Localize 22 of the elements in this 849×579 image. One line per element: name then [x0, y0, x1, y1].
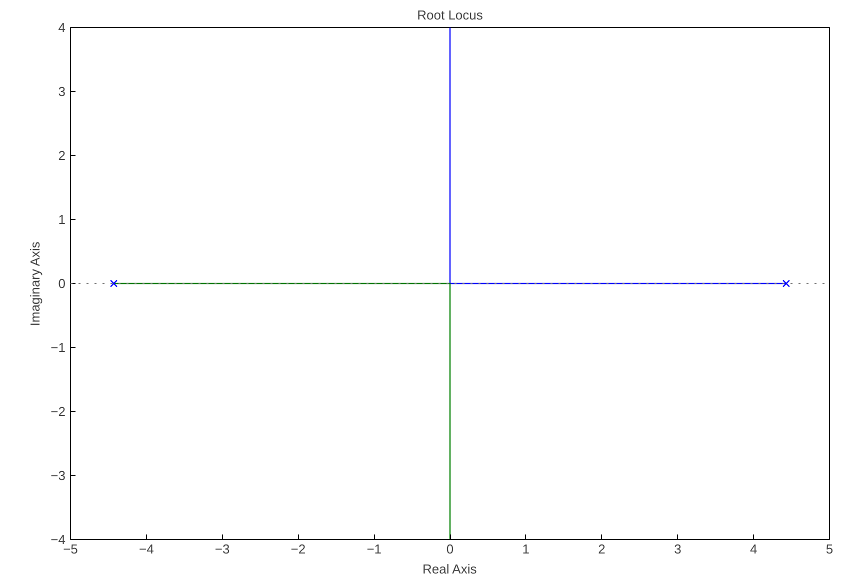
x-tick-label: −2 [290, 542, 306, 556]
x-tick-label: −1 [366, 542, 382, 556]
x-axis-title: Real Axis [422, 562, 478, 576]
x-tick-label: 4 [750, 542, 758, 556]
y-tick-label: 4 [58, 20, 66, 35]
y-tick-label: −1 [50, 340, 66, 355]
x-tick-label: 5 [826, 542, 834, 556]
y-tick-label: 2 [58, 148, 66, 163]
y-axis-title: Imaginary Axis [28, 241, 43, 326]
chart-title: Root Locus [417, 8, 484, 22]
y-tick-label: −2 [50, 404, 66, 419]
x-tick-label: 0 [446, 542, 454, 556]
y-tick-label: −3 [50, 468, 66, 483]
x-tick-label: −4 [138, 542, 154, 556]
x-tick-label: 3 [674, 542, 682, 556]
x-tick-label: 1 [522, 542, 530, 556]
x-tick-label: 2 [598, 542, 606, 556]
x-tick-label: −3 [214, 542, 230, 556]
y-tick-label: 0 [58, 276, 66, 291]
y-tick-label: 1 [58, 212, 66, 227]
y-tick-label: 3 [58, 84, 66, 99]
y-tick-label: −4 [50, 532, 66, 547]
